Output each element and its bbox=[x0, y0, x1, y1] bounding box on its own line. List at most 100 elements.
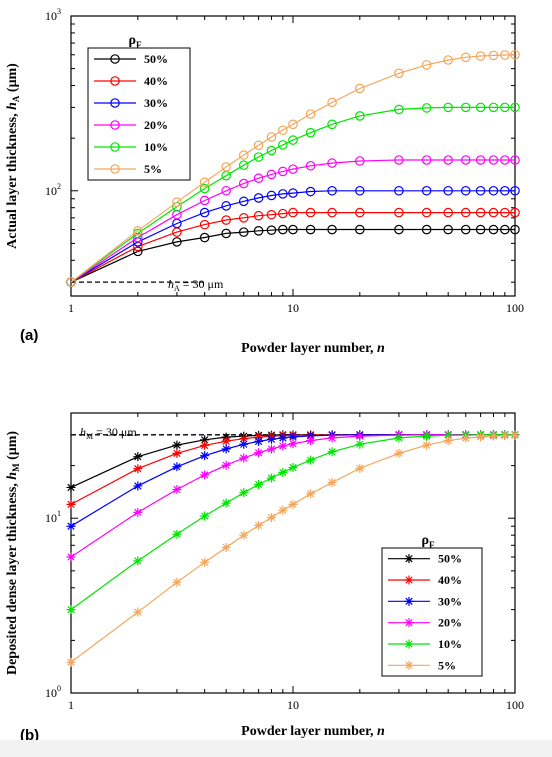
data-point bbox=[133, 246, 143, 257]
legend-label: 10% bbox=[144, 140, 168, 154]
series-line bbox=[70, 190, 515, 283]
text-part: Powder layer number, bbox=[241, 341, 377, 356]
data-point bbox=[266, 444, 276, 454]
data-point bbox=[278, 166, 288, 177]
data-point bbox=[199, 219, 210, 230]
data-point bbox=[510, 430, 520, 440]
data-point bbox=[510, 155, 520, 165]
y-tick-label: 103 bbox=[45, 7, 61, 23]
text-part: h bbox=[80, 425, 86, 439]
data-point bbox=[266, 434, 276, 444]
data-point bbox=[253, 210, 264, 221]
data-point bbox=[221, 215, 231, 225]
series-20pct bbox=[66, 155, 520, 287]
data-point bbox=[305, 109, 316, 119]
series-line bbox=[70, 159, 515, 283]
data-point bbox=[327, 185, 337, 196]
data-point bbox=[500, 431, 510, 441]
data-point bbox=[510, 49, 520, 60]
data-point bbox=[278, 189, 288, 199]
data-point bbox=[306, 489, 316, 499]
data-point bbox=[172, 237, 182, 247]
legend-item: 10% bbox=[388, 637, 462, 651]
legend-item: 10% bbox=[94, 140, 168, 154]
x-axis-label: Powder layer number, n bbox=[241, 341, 385, 356]
legend-swatch-marker bbox=[404, 554, 414, 564]
data-point bbox=[199, 232, 210, 243]
data-point bbox=[172, 197, 182, 208]
text-part: 10 bbox=[45, 511, 57, 525]
data-point bbox=[488, 207, 499, 218]
data-point bbox=[239, 439, 249, 449]
data-point bbox=[488, 50, 499, 61]
legend-item: 30% bbox=[94, 96, 168, 110]
series-5pct bbox=[66, 430, 520, 667]
reference-annotation: hM = 30 μm bbox=[80, 425, 137, 441]
legend-item: 40% bbox=[388, 573, 462, 587]
x-tick-label: 10 bbox=[287, 698, 299, 712]
data-point bbox=[327, 158, 337, 168]
data-point bbox=[443, 185, 453, 196]
data-point bbox=[278, 125, 288, 136]
series-10pct bbox=[66, 102, 520, 287]
data-point bbox=[475, 224, 486, 235]
data-point bbox=[355, 463, 365, 473]
data-point bbox=[288, 224, 298, 235]
data-point bbox=[421, 185, 432, 196]
data-point bbox=[66, 521, 76, 531]
data-point bbox=[239, 530, 249, 540]
data-point bbox=[253, 152, 264, 162]
exponent: 2 bbox=[57, 182, 61, 191]
data-point bbox=[239, 434, 249, 444]
data-point bbox=[327, 207, 337, 218]
data-point bbox=[221, 185, 231, 196]
data-point bbox=[355, 156, 365, 166]
x-tick-label: 1 bbox=[68, 301, 74, 315]
data-point bbox=[327, 447, 337, 457]
data-point bbox=[475, 185, 486, 196]
series-line bbox=[70, 54, 516, 283]
data-point bbox=[133, 226, 143, 236]
data-point bbox=[327, 433, 337, 443]
subscript: A bbox=[11, 95, 21, 102]
legend-label: 30% bbox=[144, 96, 168, 110]
data-point bbox=[394, 185, 404, 196]
text-part: 10 bbox=[45, 686, 57, 700]
legend-label: 5% bbox=[144, 162, 162, 176]
data-point bbox=[288, 135, 298, 145]
text-part: Powder layer number, bbox=[241, 724, 377, 739]
data-point bbox=[305, 207, 316, 218]
data-point bbox=[443, 436, 453, 446]
data-point bbox=[394, 224, 404, 235]
data-point bbox=[254, 520, 264, 530]
legend-swatch-marker bbox=[110, 164, 120, 174]
data-point bbox=[475, 207, 486, 218]
data-point bbox=[394, 104, 404, 115]
legend-swatch-marker bbox=[110, 142, 120, 152]
data-point bbox=[200, 440, 210, 450]
data-point bbox=[238, 178, 249, 189]
data-point bbox=[288, 463, 298, 473]
data-point bbox=[278, 441, 288, 451]
data-point bbox=[254, 479, 264, 489]
legend-item: 20% bbox=[388, 616, 462, 630]
legend-item: 5% bbox=[388, 658, 456, 672]
legend-label: 40% bbox=[438, 573, 462, 587]
data-point bbox=[443, 207, 453, 218]
data-point bbox=[394, 155, 404, 165]
data-point bbox=[475, 155, 486, 165]
data-point bbox=[500, 102, 510, 113]
legend-item: 20% bbox=[94, 118, 168, 132]
data-point bbox=[221, 542, 231, 552]
series-line bbox=[70, 228, 515, 283]
data-point bbox=[288, 119, 298, 130]
data-point bbox=[488, 185, 499, 196]
legend-item: 40% bbox=[94, 74, 168, 88]
legend-box bbox=[381, 547, 483, 677]
data-point bbox=[199, 195, 210, 206]
data-point bbox=[355, 224, 365, 235]
data-point bbox=[306, 455, 316, 465]
data-point bbox=[488, 155, 499, 165]
text-part: 10 bbox=[45, 184, 57, 198]
